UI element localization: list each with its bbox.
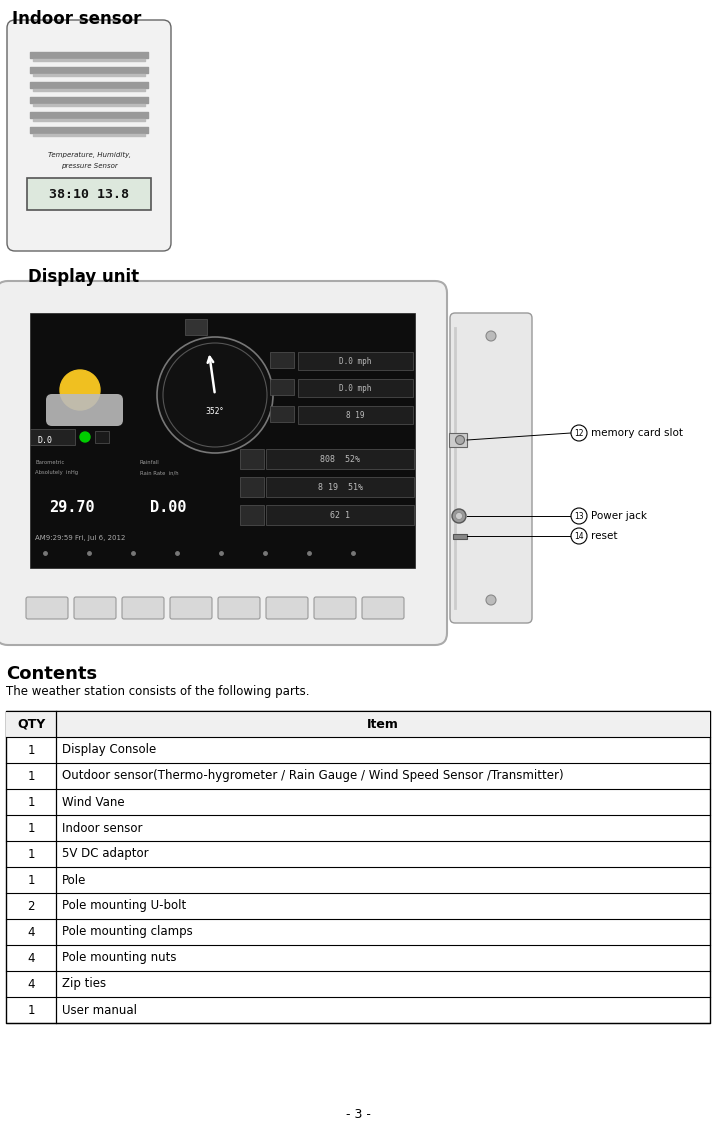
Circle shape <box>571 508 587 524</box>
FancyBboxPatch shape <box>450 313 532 623</box>
Text: 1: 1 <box>27 1003 34 1017</box>
Text: Pole mounting U-bolt: Pole mounting U-bolt <box>62 900 186 912</box>
Text: 1: 1 <box>27 847 34 861</box>
Bar <box>453 534 467 539</box>
Text: Zip ties: Zip ties <box>62 977 106 991</box>
Text: Barometric: Barometric <box>35 460 65 465</box>
Text: Display Console: Display Console <box>62 744 156 756</box>
Text: Contents: Contents <box>6 665 97 683</box>
Text: AM9:29:59 Fri, Jul 6, 2012: AM9:29:59 Fri, Jul 6, 2012 <box>35 535 125 541</box>
FancyBboxPatch shape <box>170 597 212 619</box>
FancyBboxPatch shape <box>122 597 164 619</box>
Text: 4: 4 <box>27 977 34 991</box>
Bar <box>298 352 413 370</box>
Text: - 3 -: - 3 - <box>346 1109 371 1121</box>
Text: 1: 1 <box>27 874 34 886</box>
Bar <box>240 477 264 497</box>
Text: 38:10 13.8: 38:10 13.8 <box>49 187 129 201</box>
Bar <box>266 505 414 525</box>
Text: Pole mounting nuts: Pole mounting nuts <box>62 951 176 965</box>
Bar <box>298 406 413 424</box>
Text: The weather station consists of the following parts.: The weather station consists of the foll… <box>6 686 310 698</box>
Text: pressure Sensor: pressure Sensor <box>61 163 118 169</box>
Circle shape <box>486 595 496 605</box>
Circle shape <box>571 528 587 544</box>
Bar <box>30 429 75 445</box>
Bar <box>270 406 294 422</box>
Circle shape <box>452 509 466 523</box>
Text: 29.70: 29.70 <box>49 500 95 515</box>
Text: D.0: D.0 <box>38 436 53 445</box>
FancyBboxPatch shape <box>26 597 68 619</box>
FancyBboxPatch shape <box>74 597 116 619</box>
FancyBboxPatch shape <box>7 20 171 251</box>
Circle shape <box>157 337 273 453</box>
Text: QTY: QTY <box>17 717 45 730</box>
Text: Rain Rate  in/h: Rain Rate in/h <box>140 470 179 475</box>
Bar <box>185 319 207 335</box>
Bar <box>266 477 414 497</box>
Text: 14: 14 <box>574 532 584 541</box>
Text: 4: 4 <box>27 951 34 965</box>
Text: Temperature, Humidity,: Temperature, Humidity, <box>47 151 130 158</box>
Bar <box>240 505 264 525</box>
Text: 8 19  51%: 8 19 51% <box>318 482 363 491</box>
Text: 1: 1 <box>27 795 34 809</box>
Text: D.00: D.00 <box>150 500 186 515</box>
Bar <box>30 313 415 568</box>
Text: Rainfall: Rainfall <box>140 460 160 465</box>
Circle shape <box>60 370 100 410</box>
Text: 5V DC adaptor: 5V DC adaptor <box>62 847 148 861</box>
Text: 1: 1 <box>27 744 34 756</box>
Text: 2: 2 <box>27 900 34 912</box>
Text: 12: 12 <box>574 429 584 438</box>
Text: 808  52%: 808 52% <box>320 454 360 463</box>
Circle shape <box>455 513 462 519</box>
Text: reset: reset <box>591 531 617 541</box>
Text: 13: 13 <box>574 512 584 521</box>
Circle shape <box>486 331 496 341</box>
Bar <box>240 449 264 469</box>
Text: Pole: Pole <box>62 874 86 886</box>
Text: Power jack: Power jack <box>591 511 647 521</box>
Text: Item: Item <box>367 717 399 730</box>
FancyBboxPatch shape <box>0 280 447 645</box>
Bar <box>270 379 294 395</box>
Bar <box>95 431 109 443</box>
Circle shape <box>80 432 90 442</box>
Text: Absolutely  inHg: Absolutely inHg <box>35 470 78 475</box>
Bar <box>6 711 710 1023</box>
FancyBboxPatch shape <box>314 597 356 619</box>
FancyBboxPatch shape <box>266 597 308 619</box>
Text: 1: 1 <box>27 770 34 782</box>
Text: 352°: 352° <box>206 406 224 415</box>
Text: D.0 mph: D.0 mph <box>339 384 371 393</box>
Text: D.0 mph: D.0 mph <box>339 357 371 366</box>
Circle shape <box>455 435 465 444</box>
Text: Display unit: Display unit <box>28 268 139 286</box>
Text: Wind Vane: Wind Vane <box>62 795 125 809</box>
Bar <box>6 711 710 737</box>
FancyBboxPatch shape <box>362 597 404 619</box>
Bar <box>266 449 414 469</box>
Text: 1: 1 <box>27 821 34 835</box>
Text: Pole mounting clamps: Pole mounting clamps <box>62 926 193 938</box>
Text: memory card slot: memory card slot <box>591 427 683 438</box>
Text: 62 1: 62 1 <box>330 511 350 519</box>
Bar <box>27 178 151 210</box>
FancyBboxPatch shape <box>218 597 260 619</box>
Text: 8 19: 8 19 <box>346 411 364 420</box>
Bar <box>449 433 467 447</box>
Text: 4: 4 <box>27 926 34 938</box>
Text: User manual: User manual <box>62 1003 137 1017</box>
Bar <box>270 352 294 368</box>
Bar <box>298 379 413 397</box>
Text: Indoor sensor: Indoor sensor <box>12 10 141 28</box>
Text: Indoor sensor: Indoor sensor <box>62 821 143 835</box>
FancyBboxPatch shape <box>46 394 123 426</box>
Circle shape <box>571 425 587 441</box>
Text: Outdoor sensor(Thermo-hygrometer / Rain Gauge / Wind Speed Sensor /Transmitter): Outdoor sensor(Thermo-hygrometer / Rain … <box>62 770 564 782</box>
